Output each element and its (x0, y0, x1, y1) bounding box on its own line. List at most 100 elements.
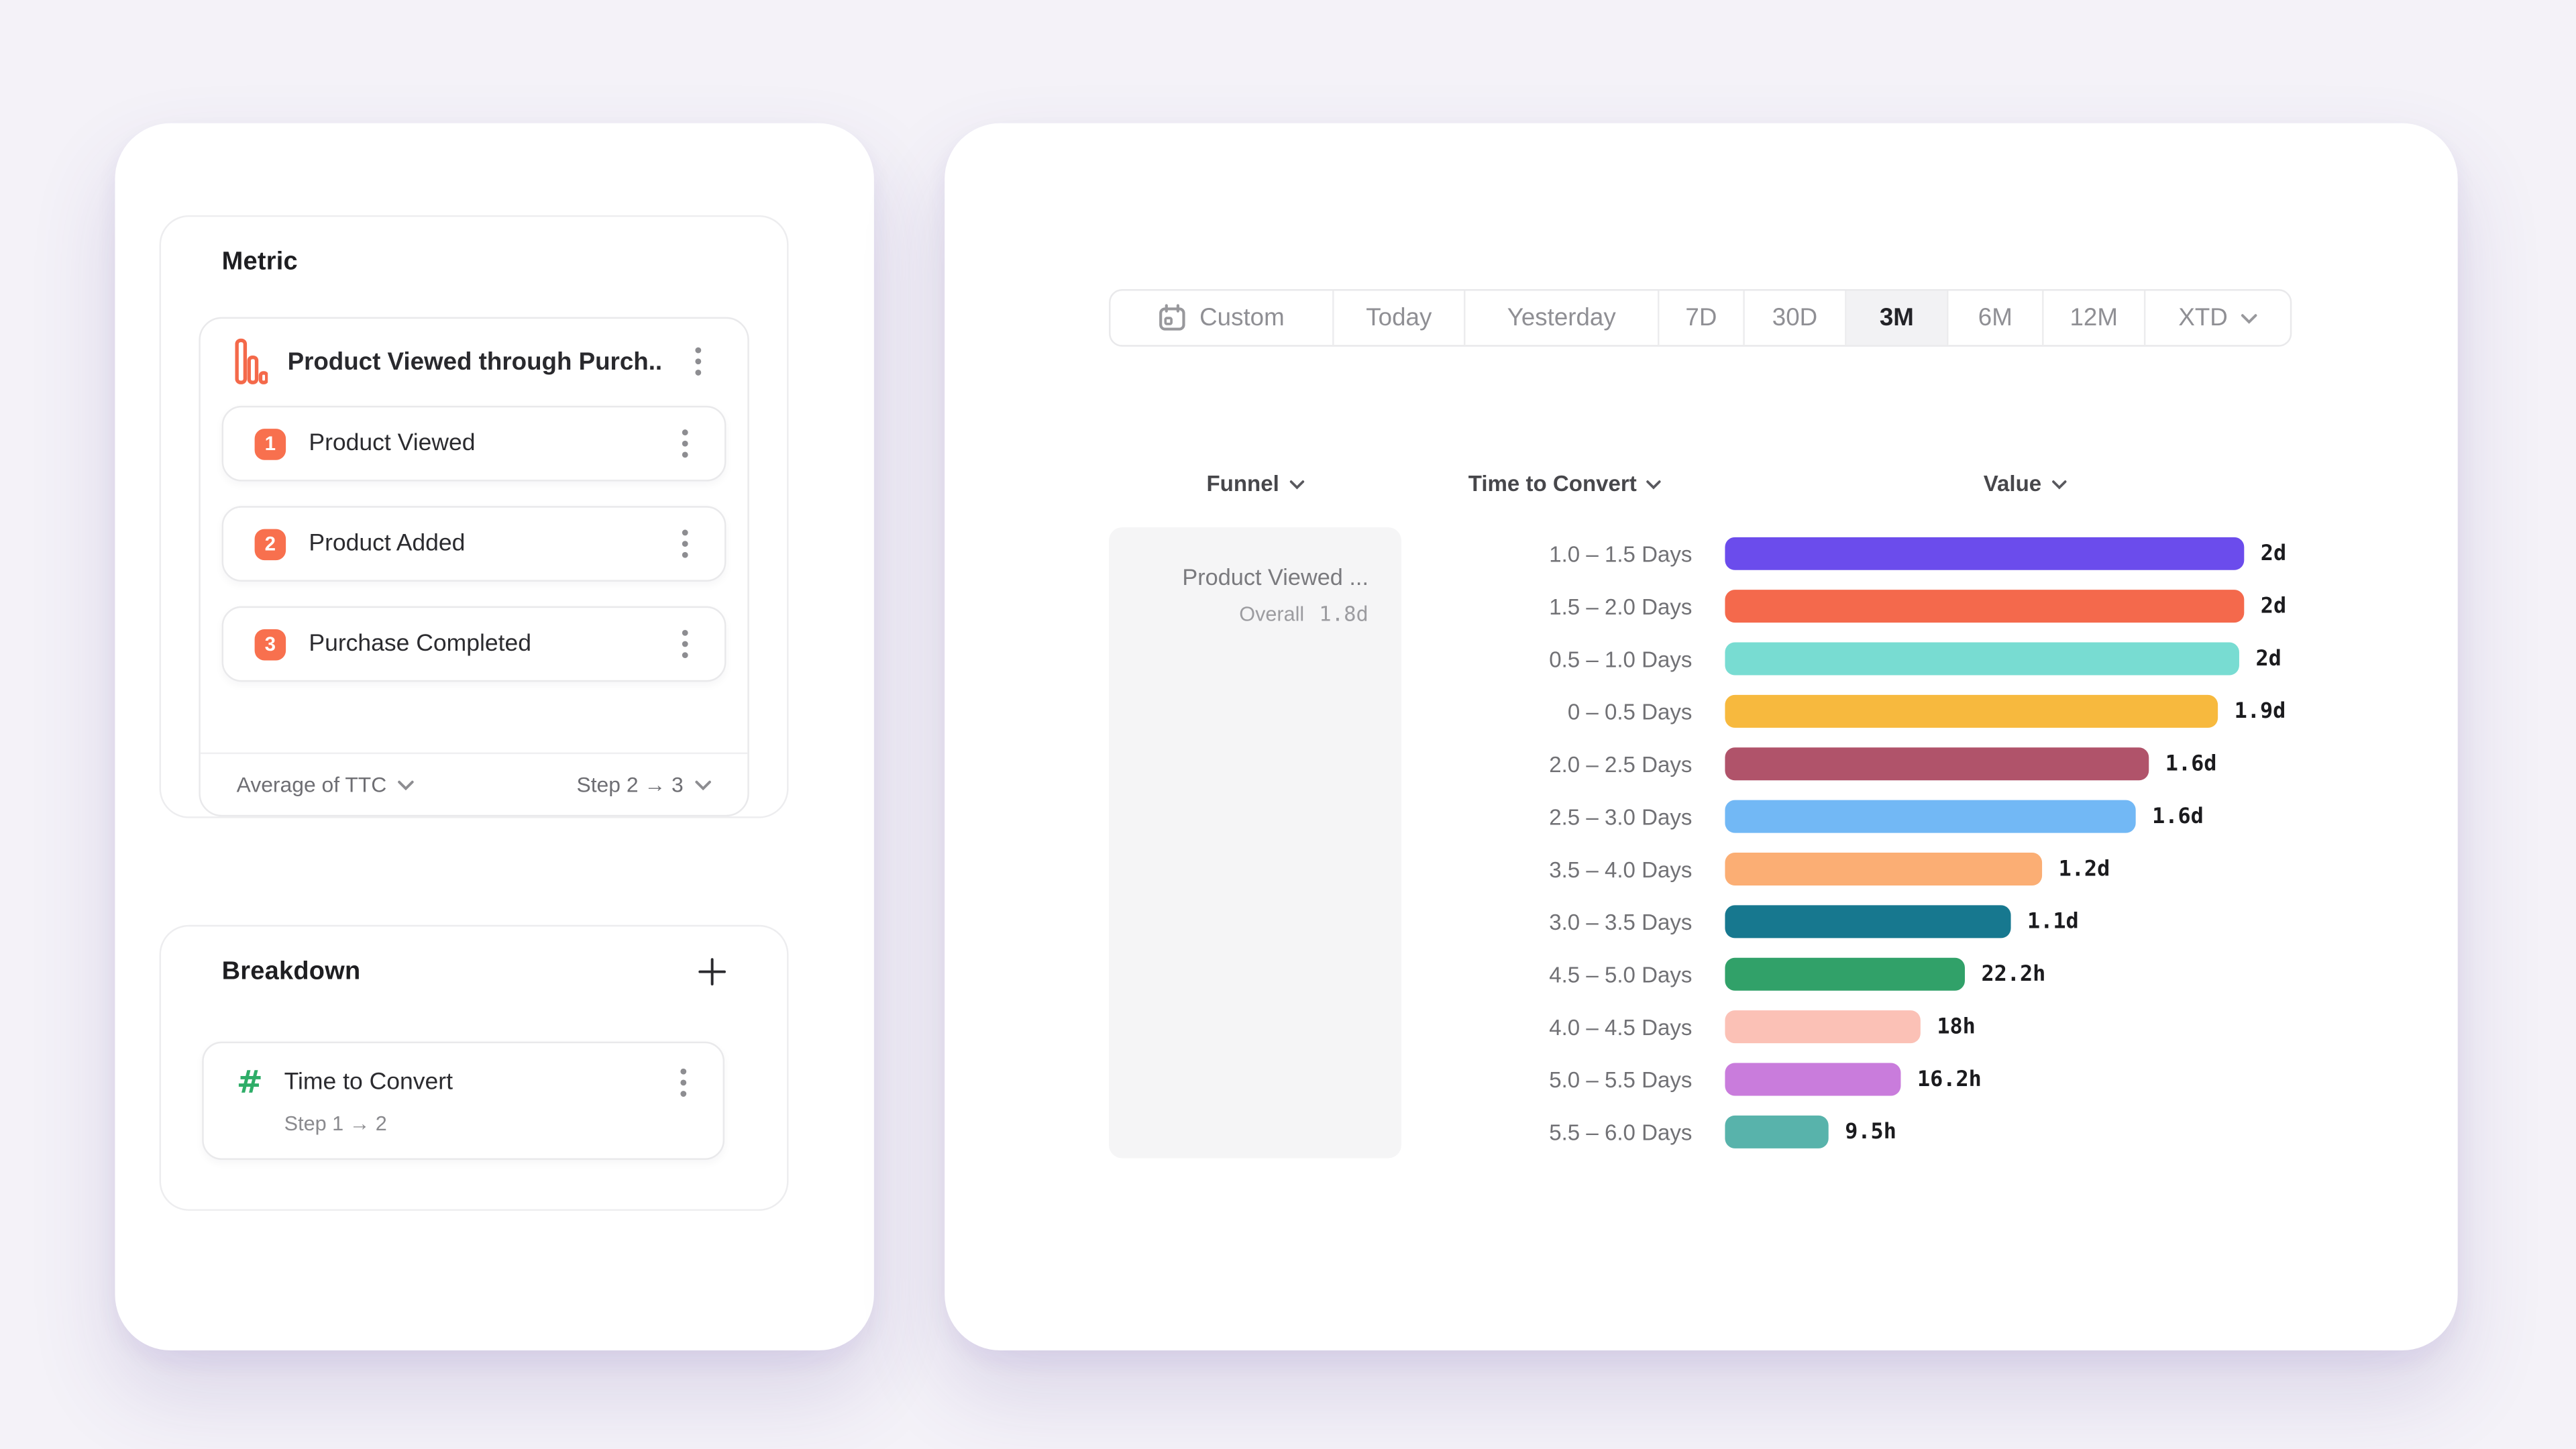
aggregation-label: Average of TTC (236, 772, 387, 797)
overall-value: 1.8d (1319, 601, 1369, 627)
chevron-down-icon (1646, 479, 1662, 489)
overall-label: Overall (1239, 602, 1305, 627)
aggregation-dropdown[interactable]: Average of TTC (237, 772, 415, 797)
tab-label: XTD (2178, 304, 2228, 332)
bar-row: 1.6d (1725, 800, 2324, 833)
bucket-label: 0.5 – 1.0 Days (1549, 646, 1693, 672)
funnel-step-2[interactable]: 2 Product Added (221, 506, 727, 582)
value-bar[interactable] (1725, 537, 2245, 570)
funnel-metric-name: Product Viewed through Purch... (287, 347, 664, 376)
funnel-steps-list: 1 Product Viewed 2 Product Added (201, 404, 748, 706)
value-bar[interactable] (1725, 1115, 1829, 1148)
date-range-selector: Custom Today Yesterday 7D 30D 3M 6M 12M … (1109, 289, 2292, 347)
breakdown-item-time-to-convert[interactable]: # Time to Convert Step 1 → 2 (202, 1041, 725, 1160)
column-header-label: Time to Convert (1468, 471, 1637, 496)
breakdown-section-title: Breakdown (221, 957, 361, 986)
tab-xtd[interactable]: XTD (2145, 290, 2290, 345)
breakdown-table: Funnel Time to Convert Value Product Vie… (1109, 465, 2324, 1159)
bucket-label: 2.5 – 3.0 Days (1549, 804, 1693, 829)
plus-icon (698, 958, 725, 985)
value-label: 9.5h (1845, 1119, 1896, 1144)
breakdown-header: Breakdown (222, 958, 727, 987)
tab-label: 12M (2070, 304, 2118, 332)
funnel-step-1[interactable]: 1 Product Viewed (221, 405, 727, 482)
column-header-funnel[interactable]: Funnel (1206, 465, 1304, 496)
value-bar[interactable] (1725, 957, 1965, 991)
funnel-overall-row: Overall 1.8d (1128, 601, 1368, 626)
step-options-button[interactable] (670, 526, 700, 562)
metric-options-button[interactable] (684, 343, 713, 380)
bucket-label: 4.0 – 4.5 Days (1549, 1014, 1693, 1039)
divider (200, 752, 748, 755)
value-bar[interactable] (1725, 1063, 1901, 1096)
chevron-down-icon (2051, 479, 2066, 489)
bar-row: 2d (1725, 590, 2324, 623)
tab-label: Custom (1199, 304, 1285, 332)
value-bar[interactable] (1725, 800, 2136, 833)
bar-row: 2d (1725, 642, 2324, 676)
value-label: 2d (2255, 646, 2282, 672)
step-number-badge: 1 (254, 427, 286, 460)
tab-label: Yesterday (1507, 304, 1616, 332)
chevron-down-icon (2241, 313, 2257, 323)
value-bar[interactable] (1725, 590, 2245, 623)
bucket-label: 0 – 0.5 Days (1567, 699, 1693, 724)
funnel-bars-icon (235, 338, 268, 384)
bar-row: 2d (1725, 537, 2324, 570)
step-event-label: Purchase Completed (309, 631, 532, 657)
value-label: 2d (2260, 594, 2287, 619)
value-bar[interactable] (1725, 853, 2043, 886)
value-label: 16.2h (1917, 1067, 1982, 1092)
bucket-label: 5.0 – 5.5 Days (1549, 1067, 1693, 1092)
tab-label: 7D (1685, 304, 1717, 332)
bar-row: 18h (1725, 1010, 2324, 1044)
tab-30d[interactable]: 30D (1745, 290, 1847, 345)
step-options-button[interactable] (670, 425, 700, 462)
value-label: 1.2d (2058, 857, 2110, 881)
column-header-value[interactable]: Value (1984, 465, 2066, 496)
number-hash-icon: # (236, 1064, 263, 1101)
column-header-label: Value (1983, 471, 2042, 496)
column-header-time-to-convert[interactable]: Time to Convert (1468, 465, 1662, 496)
column-header-label: Funnel (1206, 471, 1279, 496)
step-event-label: Product Added (309, 531, 466, 557)
bucket-label: 3.5 – 4.0 Days (1549, 857, 1693, 881)
bar-row: 1.6d (1725, 747, 2324, 781)
breakdown-step-range: Step 1 → 2 (284, 1112, 387, 1136)
step-options-button[interactable] (670, 626, 700, 662)
bucket-label: 3.0 – 3.5 Days (1549, 909, 1693, 934)
tab-label: 30D (1772, 304, 1818, 332)
value-bar[interactable] (1725, 1010, 1921, 1044)
breakdown-options-button[interactable] (669, 1065, 698, 1101)
step-number-badge: 3 (254, 628, 286, 660)
tab-12m[interactable]: 12M (2044, 290, 2146, 345)
calendar-icon (1159, 304, 1187, 332)
bar-row: 1.9d (1725, 694, 2324, 728)
tab-today[interactable]: Today (1334, 290, 1466, 345)
chevron-down-icon (1289, 479, 1304, 489)
value-label: 22.2h (1981, 961, 2046, 987)
tab-6m[interactable]: 6M (1948, 290, 2044, 345)
step-range-dropdown[interactable]: Step 2 → 3 (576, 772, 711, 797)
tab-yesterday[interactable]: Yesterday (1465, 290, 1660, 345)
tab-7d[interactable]: 7D (1659, 290, 1745, 345)
metric-card: Metric Product Viewed through Purch... (159, 215, 789, 818)
value-bar[interactable] (1725, 694, 2218, 728)
bucket-label: 5.5 – 6.0 Days (1549, 1119, 1693, 1144)
tab-3m[interactable]: 3M (1846, 290, 1949, 345)
funnel-step-3[interactable]: 3 Purchase Completed (221, 606, 727, 682)
tab-label: 3M (1879, 304, 1914, 332)
value-bar[interactable] (1725, 642, 2239, 676)
value-bar[interactable] (1725, 905, 2011, 938)
value-label: 1.9d (2234, 699, 2286, 724)
bucket-label: 1.0 – 1.5 Days (1549, 541, 1693, 566)
tab-custom[interactable]: Custom (1111, 290, 1334, 345)
bar-row: 1.1d (1725, 905, 2324, 938)
value-bar[interactable] (1725, 747, 2149, 781)
step-event-label: Product Viewed (309, 430, 476, 457)
add-breakdown-button[interactable] (696, 958, 726, 987)
funnel-metric-row[interactable]: Product Viewed through Purch... (201, 319, 748, 404)
bucket-label: 2.0 – 2.5 Days (1549, 751, 1693, 777)
breakdown-property-label: Time to Convert (284, 1069, 453, 1096)
value-label: 1.6d (2165, 751, 2217, 777)
